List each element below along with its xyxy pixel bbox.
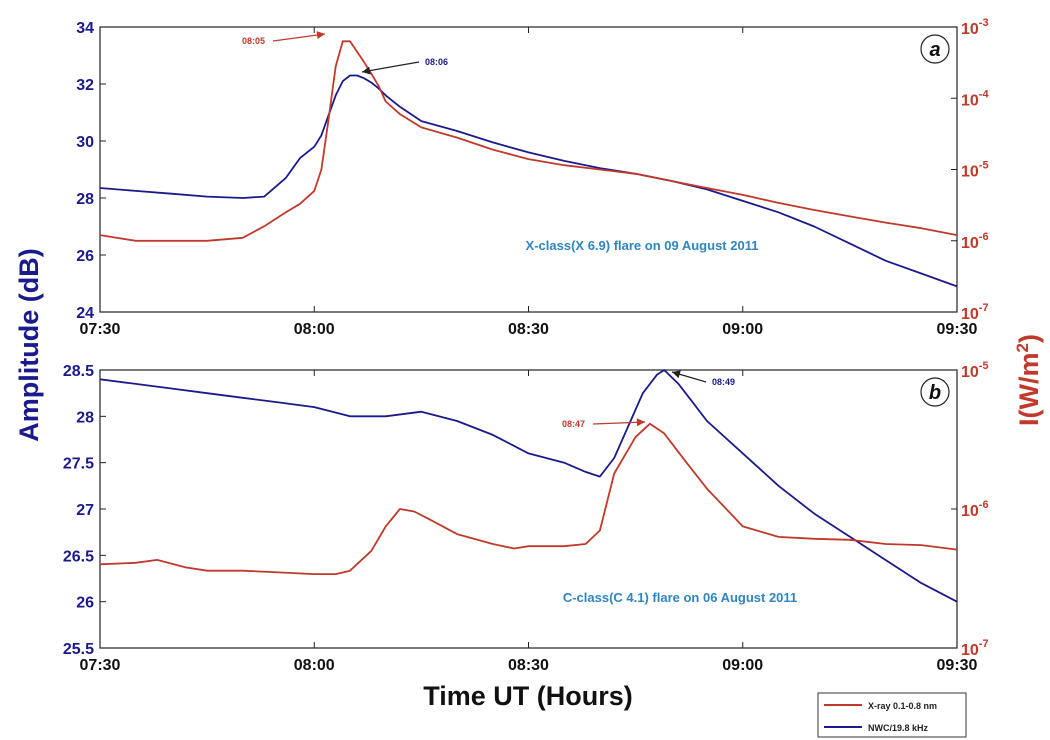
right-axis-title-prefix: I(W/m	[1014, 352, 1044, 426]
panel-label: b	[929, 382, 941, 404]
vlf-amplitude-line	[99, 369, 958, 603]
y-left-tick-label: 28	[76, 409, 94, 426]
peak-arrowhead	[316, 31, 325, 40]
y-right-tick-label: 10-7	[961, 638, 989, 659]
y-left-tick-label: 28.5	[63, 363, 94, 380]
peak-time-label: 08:06	[425, 57, 448, 67]
legend-label-vlf: NWC/19.8 kHz	[868, 723, 929, 733]
y-left-tick-label: 26.5	[63, 548, 94, 565]
y-axis-title: Amplitude (dB)	[14, 248, 44, 441]
peak-time-label: 08:05	[242, 36, 265, 46]
y-left-tick-label: 26	[76, 595, 94, 612]
y-left-tick-label: 28	[76, 191, 94, 208]
peak-arrowhead	[636, 418, 645, 427]
y-right-tick-label: 10-5	[961, 360, 989, 381]
x-tick-label: 08:00	[294, 657, 335, 674]
y-left-tick-label: 24	[76, 305, 94, 322]
plot-frame	[99, 369, 958, 649]
plot-frame	[99, 26, 958, 313]
peak-arrowhead	[672, 370, 681, 379]
y-left-tick-label: 32	[76, 77, 94, 94]
x-tick-label: 08:00	[294, 321, 335, 338]
right-axis-title-suffix: )	[1014, 334, 1044, 343]
peak-arrow	[361, 61, 420, 73]
y-right-tick-label: 10-6	[961, 499, 989, 520]
x-tick-label: 07:30	[80, 657, 121, 674]
y-right-tick-label: 10-3	[961, 17, 989, 38]
x-tick-label: 08:30	[508, 321, 549, 338]
peak-time-label: 08:47	[562, 419, 585, 429]
x-tick-label: 09:30	[937, 657, 978, 674]
y-right-tick-label: 10-6	[961, 231, 989, 252]
panel-label-circle	[920, 34, 950, 64]
y-left-tick-label: 34	[76, 20, 94, 37]
flare-annotation: X-class(X 6.9) flare on 09 August 2011	[526, 238, 759, 253]
flare-annotation: C-class(C 4.1) flare on 06 August 2011	[563, 590, 797, 605]
panel-b: 07:30 08:00 08:30 09:00 09:30 25.5 26 26.5 27 27.…	[63, 360, 989, 674]
right-axis-title-sup: 2	[1013, 343, 1032, 352]
x-tick-label: 09:00	[722, 321, 763, 338]
peak-time-label: 08:49	[712, 377, 735, 387]
y-left-tick-label: 27.5	[63, 456, 94, 473]
x-axis-title: Time UT (Hours)	[423, 681, 633, 711]
xray-flux-line	[99, 40, 958, 242]
y-left-tick-label: 30	[76, 134, 94, 151]
y-right-tick-label: 10-4	[961, 88, 989, 109]
x-tick-label: 09:30	[937, 321, 978, 338]
legend-box	[817, 692, 967, 738]
panel-label: a	[929, 39, 940, 61]
peak-arrow	[592, 421, 646, 425]
x-tick-label: 07:30	[80, 321, 121, 338]
x-tick-label: 08:30	[508, 657, 549, 674]
y-left-tick-label: 27	[76, 502, 94, 519]
x-tick-label: 09:00	[722, 657, 763, 674]
legend-label-xray: X-ray 0.1-0.8 nm	[868, 701, 937, 711]
chart-panels: 07:30 08:00 08:30 09:00 09:30 24 26 28 30 32 34 10-…	[63, 17, 990, 674]
peak-arrow	[272, 33, 326, 42]
y-left-tick-label: 25.5	[63, 641, 94, 658]
y-left-tick-label: 26	[76, 248, 94, 265]
y-right-tick-label: 10-7	[961, 302, 989, 323]
y-right-tick-label: 10-5	[961, 160, 989, 181]
panel-a: 07:30 08:00 08:30 09:00 09:30 24 26 28 30 32 34 10-…	[76, 17, 989, 338]
panel-label-circle	[920, 377, 950, 407]
legend: X-ray 0.1-0.8 nm NWC/19.8 kHz	[817, 692, 967, 738]
xray-flux-line	[99, 422, 958, 575]
peak-arrowhead	[362, 66, 371, 75]
right-axis-title: I(W/m2)	[1013, 334, 1044, 426]
